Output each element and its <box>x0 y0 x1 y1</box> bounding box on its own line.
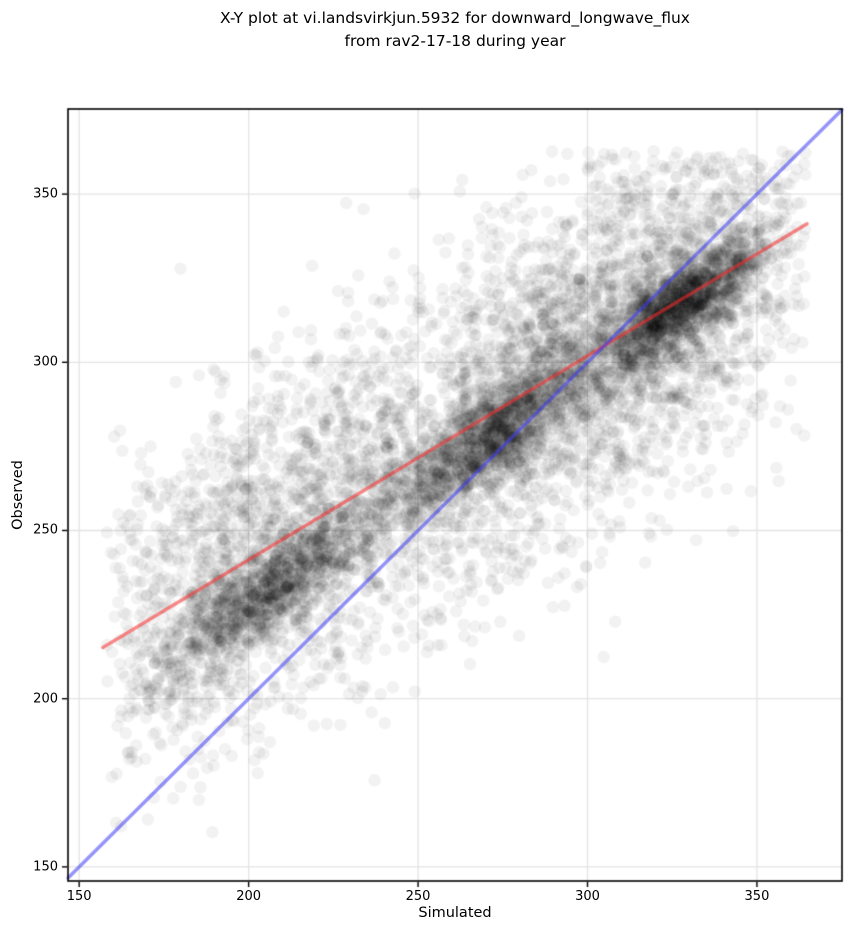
y-tick-label-200: 200 <box>33 691 58 707</box>
x-tick-label-150: 150 <box>66 889 92 904</box>
y-axis-label: Observed <box>10 460 26 530</box>
chart-title-line2: from rav2-17-18 during year <box>344 31 566 50</box>
chart-title: X-Y plot at vi.landsvirkjun.5932 for dow… <box>75 7 835 52</box>
y-tick-label-350: 350 <box>33 186 58 202</box>
x-tick-label-250: 250 <box>405 889 431 904</box>
x-tick-label-300: 300 <box>575 889 600 904</box>
y-tick-label-150: 150 <box>33 859 58 875</box>
y-tick-label-250: 250 <box>33 522 58 538</box>
x-tick-label-350: 350 <box>744 889 770 904</box>
y-tick-label-300: 300 <box>33 354 58 370</box>
x-tick-label-200: 200 <box>236 889 262 904</box>
chart-title-line1: X-Y plot at vi.landsvirkjun.5932 for dow… <box>220 9 690 27</box>
x-axis-label: Simulated <box>418 905 492 921</box>
